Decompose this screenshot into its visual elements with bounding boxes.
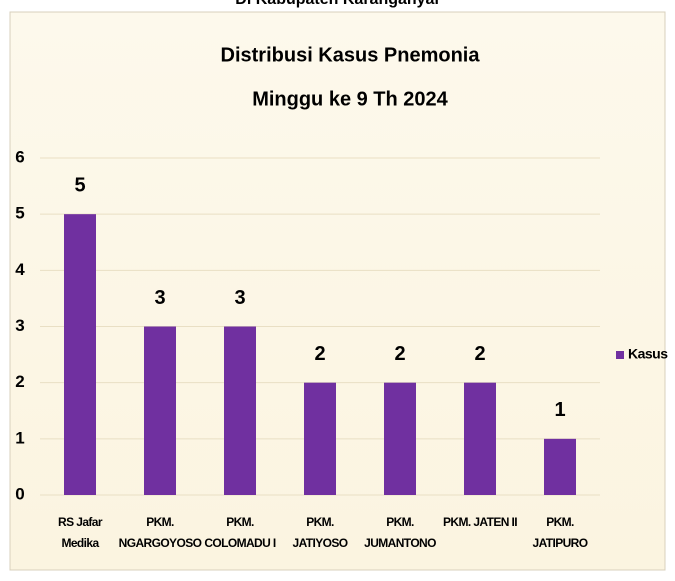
bar [64, 214, 96, 495]
data-label: 2 [314, 343, 325, 365]
x-tick-label: PKM. JATIPURO [532, 515, 589, 550]
x-tick-label: PKM. JATIYOSO [292, 515, 349, 550]
bar [224, 326, 256, 495]
bar [144, 326, 176, 495]
bar [464, 382, 496, 495]
chart-subtitle: Minggu ke 9 Th 2024 [252, 88, 448, 110]
x-tick-label: PKM. COLOMADU I [204, 515, 276, 550]
data-label: 3 [154, 287, 165, 309]
y-tick-label: 3 [15, 316, 24, 335]
y-tick-label: 6 [15, 147, 24, 166]
y-tick-label: 1 [15, 428, 24, 447]
header-text: Di Kabupaten Karanganyar [235, 0, 440, 8]
data-label: 2 [474, 343, 485, 365]
x-tick-label: PKM. NGARGOYOSO [118, 515, 202, 550]
x-tick-label: RS Jafar Medika [58, 515, 103, 550]
bar [384, 382, 416, 495]
y-tick-label: 2 [15, 372, 24, 391]
data-label: 3 [234, 287, 245, 309]
x-tick-label: PKM. JATEN II [443, 515, 518, 529]
bar [544, 438, 576, 495]
bar [304, 382, 336, 495]
x-tick-label: PKM. JUMANTONO [364, 515, 436, 550]
y-tick-label: 4 [15, 260, 25, 279]
legend-swatch [616, 351, 624, 359]
legend-label: Kasus [628, 346, 668, 362]
data-label: 2 [394, 343, 405, 365]
chart-title: Distribusi Kasus Pnemonia [221, 44, 481, 66]
y-tick-label: 0 [15, 484, 24, 503]
y-tick-label: 5 [15, 204, 24, 223]
data-label: 5 [74, 174, 85, 196]
data-label: 1 [554, 399, 565, 421]
